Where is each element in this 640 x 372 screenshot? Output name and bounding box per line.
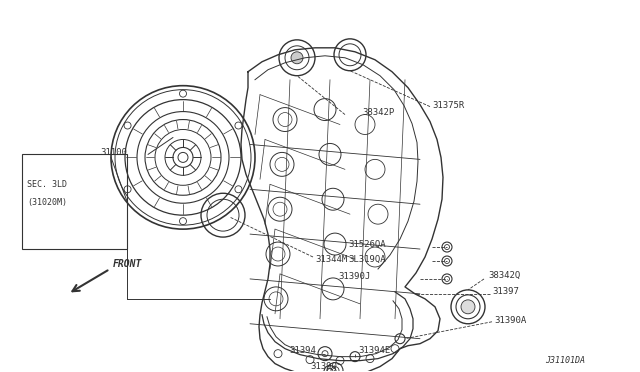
Text: FRONT: FRONT	[113, 259, 142, 269]
Text: 31375R: 31375R	[432, 101, 464, 110]
Bar	[22, 154, 127, 249]
Text: 31394E: 31394E	[358, 346, 390, 355]
Text: 31344M: 31344M	[315, 254, 348, 263]
Text: SEC. 3LD: SEC. 3LD	[27, 180, 67, 189]
Text: 31397: 31397	[492, 288, 519, 296]
Text: 3L319QA: 3L319QA	[348, 254, 386, 263]
Text: J31101DA: J31101DA	[545, 356, 585, 365]
Text: (31020M): (31020M)	[27, 198, 67, 207]
Text: 38342P: 38342P	[362, 108, 394, 117]
Circle shape	[291, 52, 303, 64]
Text: 31526QA: 31526QA	[348, 240, 386, 248]
Text: 31390: 31390	[310, 362, 337, 371]
Text: 31394: 31394	[289, 346, 316, 355]
Text: 38342Q: 38342Q	[488, 272, 520, 280]
Text: 31390J: 31390J	[338, 272, 371, 282]
Text: 31100: 31100	[100, 148, 127, 157]
Text: 31390A: 31390A	[494, 316, 526, 325]
Circle shape	[461, 300, 475, 314]
